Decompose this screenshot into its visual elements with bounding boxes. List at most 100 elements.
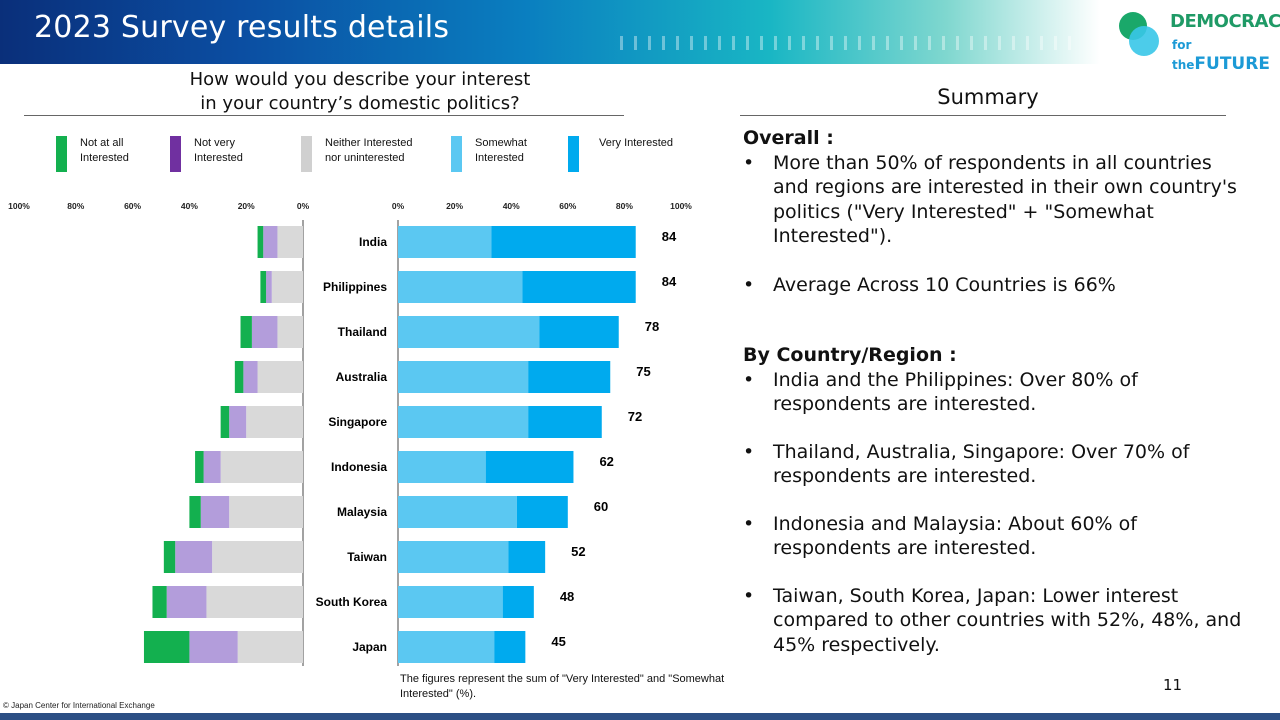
bar-not-very-interested	[200, 496, 230, 528]
bar-very-interested	[528, 361, 611, 393]
bar-not-at-all-interested	[260, 271, 267, 303]
bar-neither-interested-nor-uninterested	[246, 406, 303, 438]
bar-not-very-interested	[166, 586, 207, 618]
bar-somewhat-interested	[398, 316, 540, 348]
category-label: Taiwan	[347, 550, 387, 564]
bar-not-at-all-interested	[240, 316, 252, 348]
data-label: 48	[560, 589, 574, 604]
bar-neither-interested-nor-uninterested	[277, 226, 303, 258]
summary-bullet: India and the Philippines: Over 80% of r…	[743, 368, 1243, 417]
legend-swatch	[451, 136, 462, 172]
bar-not-very-interested	[175, 541, 213, 573]
bar-very-interested	[485, 451, 574, 483]
data-label: 78	[645, 319, 659, 334]
category-label: Indonesia	[331, 460, 387, 474]
x-tick-left: 40%	[181, 201, 198, 211]
bottom-bar	[0, 713, 1280, 720]
bar-not-very-interested	[189, 631, 238, 663]
logo-text-democracy: DEMOCRACY	[1170, 11, 1280, 32]
chart-title-divider	[24, 115, 624, 116]
bar-not-very-interested	[263, 226, 278, 258]
democracy-logo: DEMOCRACY for theFUTURE	[1116, 8, 1280, 74]
summary-bullet: Average Across 10 Countries is 66%	[743, 273, 1243, 298]
bar-very-interested	[508, 541, 546, 573]
x-tick-left: 20%	[238, 201, 255, 211]
chart-title-line2: in your country’s domestic politics?	[200, 93, 520, 114]
bar-very-interested	[528, 406, 602, 438]
bar-not-at-all-interested	[220, 406, 230, 438]
legend-label: Somewhat Interested	[475, 137, 527, 164]
category-label: Malaysia	[337, 505, 387, 519]
bar-not-at-all-interested	[189, 496, 201, 528]
bar-neither-interested-nor-uninterested	[212, 541, 303, 573]
x-tick-right: 0%	[392, 201, 405, 211]
bar-not-very-interested	[266, 271, 272, 303]
bar-somewhat-interested	[398, 361, 529, 393]
category-label: Australia	[336, 370, 388, 384]
bar-very-interested	[516, 496, 568, 528]
legend-swatch	[170, 136, 181, 172]
bar-not-at-all-interested	[257, 226, 264, 258]
x-tick-right: 60%	[559, 201, 576, 211]
bar-not-very-interested	[251, 316, 278, 348]
logo-text-future: for theFUTURE	[1172, 34, 1276, 74]
bar-very-interested	[494, 631, 526, 663]
page-number: 11	[1163, 676, 1183, 694]
category-label: India	[359, 235, 387, 249]
chart-title: How would you describe your interest in …	[130, 68, 590, 116]
bar-neither-interested-nor-uninterested	[277, 316, 303, 348]
summary-bullet: Indonesia and Malaysia: About 60% of res…	[743, 512, 1243, 561]
category-label: Singapore	[328, 415, 387, 429]
diverging-bar-chart: 100% 80% 60% 40% 20% 0% 0% 20% 40% 60% 80% 100% Indi…	[8, 201, 692, 666]
bar-very-interested	[539, 316, 619, 348]
x-tick-left: 100%	[8, 201, 30, 211]
x-tick-right: 40%	[503, 201, 520, 211]
bar-not-very-interested	[203, 451, 221, 483]
legend-swatch	[568, 136, 579, 172]
bar-not-at-all-interested	[143, 631, 190, 663]
bar-neither-interested-nor-uninterested	[271, 271, 303, 303]
legend-swatch	[56, 136, 67, 172]
header-banner: 2023 Survey results details	[0, 0, 1100, 64]
bar-somewhat-interested	[398, 586, 503, 618]
bar-somewhat-interested	[398, 496, 517, 528]
legend-label: Not at all Interested	[80, 137, 129, 164]
summary-bullet: Thailand, Australia, Singapore: Over 70%…	[743, 440, 1243, 489]
x-tick-left: 0%	[297, 201, 310, 211]
bar-neither-interested-nor-uninterested	[220, 451, 303, 483]
legend-label: Neither Interested nor uninterested	[325, 137, 413, 164]
category-label: Japan	[352, 640, 387, 654]
bar-neither-interested-nor-uninterested	[237, 631, 303, 663]
data-label: 52	[571, 544, 585, 559]
chart-footnote: The figures represent the sum of "Very I…	[400, 673, 725, 700]
page-title: 2023 Survey results details	[34, 10, 450, 45]
data-label: 60	[594, 499, 608, 514]
bar-somewhat-interested	[398, 451, 486, 483]
data-label: 45	[551, 634, 565, 649]
legend-label: Very Interested	[599, 137, 673, 149]
legend-label: Not very Interested	[194, 137, 243, 164]
bar-not-at-all-interested	[195, 451, 204, 483]
logo-text-future-word: FUTURE	[1194, 54, 1270, 74]
x-tick-left: 60%	[124, 201, 141, 211]
bar-not-at-all-interested	[152, 586, 167, 618]
copyright-notice: © Japan Center for International Exchang…	[3, 701, 155, 710]
bar-very-interested	[491, 226, 636, 258]
x-tick-right: 100%	[670, 201, 692, 211]
bar-somewhat-interested	[398, 226, 492, 258]
logo-text-for-the: for the	[1172, 38, 1195, 72]
data-label: 72	[628, 409, 642, 424]
bar-not-at-all-interested	[234, 361, 244, 393]
data-label: 84	[662, 229, 677, 244]
summary-panel: Overall : More than 50% of respondents i…	[743, 126, 1243, 657]
x-tick-right: 80%	[616, 201, 633, 211]
bar-neither-interested-nor-uninterested	[206, 586, 303, 618]
bar-very-interested	[502, 586, 534, 618]
bar-somewhat-interested	[398, 406, 529, 438]
bar-somewhat-interested	[398, 631, 495, 663]
bar-not-very-interested	[243, 361, 258, 393]
data-label: 62	[599, 454, 613, 469]
data-label: 75	[636, 364, 650, 379]
bar-not-very-interested	[229, 406, 247, 438]
header-decoration	[620, 36, 1080, 50]
